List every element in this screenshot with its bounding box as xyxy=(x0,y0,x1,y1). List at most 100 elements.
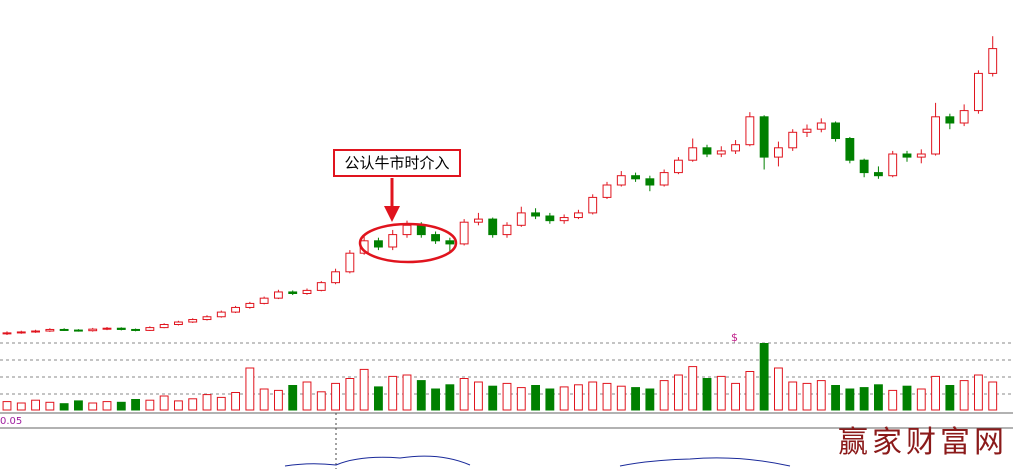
volume-bar xyxy=(516,387,526,411)
volume-bar xyxy=(231,392,240,411)
candle-body xyxy=(16,331,26,334)
volume-bar xyxy=(688,366,698,411)
candle-body xyxy=(731,144,741,152)
volume-bar xyxy=(531,385,541,411)
candle-body xyxy=(245,302,255,308)
candle-body xyxy=(959,110,969,124)
volume-bar xyxy=(831,385,841,411)
candle-body xyxy=(74,329,83,332)
volume-bar xyxy=(488,385,498,411)
candle-body xyxy=(531,212,541,217)
candle-body xyxy=(631,175,641,180)
candle-body xyxy=(745,116,755,146)
volume-bar xyxy=(174,400,183,411)
candle-body xyxy=(774,147,783,158)
candle-body xyxy=(374,240,383,248)
volume-bar xyxy=(474,381,483,411)
candle-body xyxy=(916,153,926,158)
volume-bar xyxy=(916,388,926,411)
volume-bar xyxy=(545,388,555,411)
volume-bar xyxy=(631,387,641,411)
volume-bar xyxy=(159,395,169,411)
volume-bar xyxy=(859,387,869,411)
volume-bar xyxy=(288,385,298,411)
volume-bar xyxy=(674,374,683,411)
volume-bar xyxy=(459,378,469,411)
candle-body xyxy=(216,311,226,318)
candle-body xyxy=(574,212,583,219)
candle-body xyxy=(816,122,826,130)
candle-body xyxy=(2,332,12,335)
candle-body xyxy=(616,175,626,186)
candle-body xyxy=(502,224,512,236)
candle-body xyxy=(888,153,898,177)
volume-bar xyxy=(74,400,83,411)
candle-body xyxy=(302,289,312,294)
candle-body xyxy=(931,116,941,155)
volume-bar xyxy=(645,388,655,411)
candle-body xyxy=(516,212,526,226)
candle-body xyxy=(102,327,112,330)
volume-bar xyxy=(874,384,883,411)
candle-body xyxy=(974,72,983,112)
volume-bar xyxy=(502,382,512,411)
candle-body xyxy=(259,297,269,304)
candle-body xyxy=(202,316,212,321)
candle-body xyxy=(902,153,912,158)
candle-body xyxy=(316,282,326,291)
candle-body xyxy=(145,327,155,331)
volume-bar xyxy=(259,388,269,411)
candle-body xyxy=(474,218,483,223)
volume-bar xyxy=(988,381,998,411)
candle-body xyxy=(345,252,355,273)
candle-body xyxy=(445,240,455,245)
volume-bar xyxy=(2,401,12,411)
volume-bar xyxy=(316,391,326,411)
volume-bar xyxy=(302,381,312,411)
candle-body xyxy=(802,128,812,133)
candle-body xyxy=(788,131,798,149)
candle-body xyxy=(131,328,140,331)
candle-body xyxy=(402,224,412,236)
volume-bar xyxy=(216,396,226,411)
volume-bar xyxy=(802,382,812,411)
candle-body xyxy=(116,327,126,330)
marker: $ xyxy=(731,331,738,344)
volume-bar xyxy=(774,367,783,411)
candle-body xyxy=(845,138,855,161)
volume-bar xyxy=(745,371,755,411)
candle-body xyxy=(274,291,283,299)
volume-bar xyxy=(974,374,983,411)
candle-body xyxy=(945,116,955,124)
annotation-text: 公认牛市时介入 xyxy=(344,154,449,172)
volume-bar xyxy=(788,381,798,411)
candle-body xyxy=(416,224,426,236)
candle-body xyxy=(602,184,612,198)
volume-bar xyxy=(959,380,969,411)
volume-bar xyxy=(716,375,726,411)
candle-body xyxy=(688,147,698,161)
volume-bar xyxy=(616,385,626,411)
candle-body xyxy=(659,172,669,186)
volume-bar xyxy=(402,374,412,411)
volume-bar xyxy=(602,382,612,411)
candle-body xyxy=(431,234,440,242)
volume-bar xyxy=(416,380,426,411)
volume-bar xyxy=(388,375,398,411)
candle-body xyxy=(545,215,555,222)
volume-bar xyxy=(945,385,955,411)
watermark: 赢家财富网 xyxy=(838,425,1008,460)
indicator-label: 0.05 xyxy=(0,416,22,427)
candle-body xyxy=(831,122,841,139)
volume-bar xyxy=(931,375,941,411)
volume-bar xyxy=(374,386,383,411)
candle-body xyxy=(588,196,598,214)
volume-bar xyxy=(345,378,355,411)
volume-bar xyxy=(102,401,112,411)
volume-bar xyxy=(431,388,440,411)
volume-bar xyxy=(702,378,712,411)
volume-bar xyxy=(245,367,255,411)
volume-bar xyxy=(845,388,855,411)
volume-bar xyxy=(559,386,569,411)
volume-bar xyxy=(759,343,769,411)
